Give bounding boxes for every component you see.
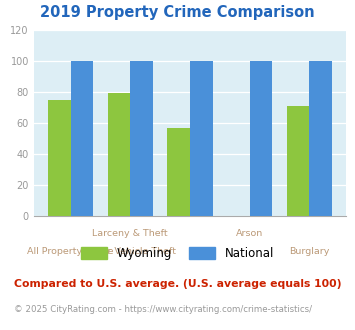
Text: All Property Crime: All Property Crime [27, 248, 114, 256]
Bar [309, 61, 332, 216]
Text: Compared to U.S. average. (U.S. average equals 100): Compared to U.S. average. (U.S. average … [14, 279, 342, 289]
Text: Burglary: Burglary [289, 248, 329, 256]
Text: Larceny & Theft: Larceny & Theft [92, 229, 168, 238]
Text: Motor Vehicle Theft: Motor Vehicle Theft [84, 248, 176, 256]
Text: Arson: Arson [236, 229, 263, 238]
Text: 2019 Property Crime Comparison: 2019 Property Crime Comparison [40, 5, 315, 20]
Bar [108, 93, 130, 216]
Bar [286, 106, 309, 216]
Bar [130, 61, 153, 216]
Text: © 2025 CityRating.com - https://www.cityrating.com/crime-statistics/: © 2025 CityRating.com - https://www.city… [14, 305, 312, 314]
Legend: Wyoming, National: Wyoming, National [76, 242, 279, 265]
Bar [190, 61, 213, 216]
Bar [250, 61, 272, 216]
Bar [71, 61, 93, 216]
Bar [167, 128, 190, 216]
Bar [48, 100, 71, 216]
